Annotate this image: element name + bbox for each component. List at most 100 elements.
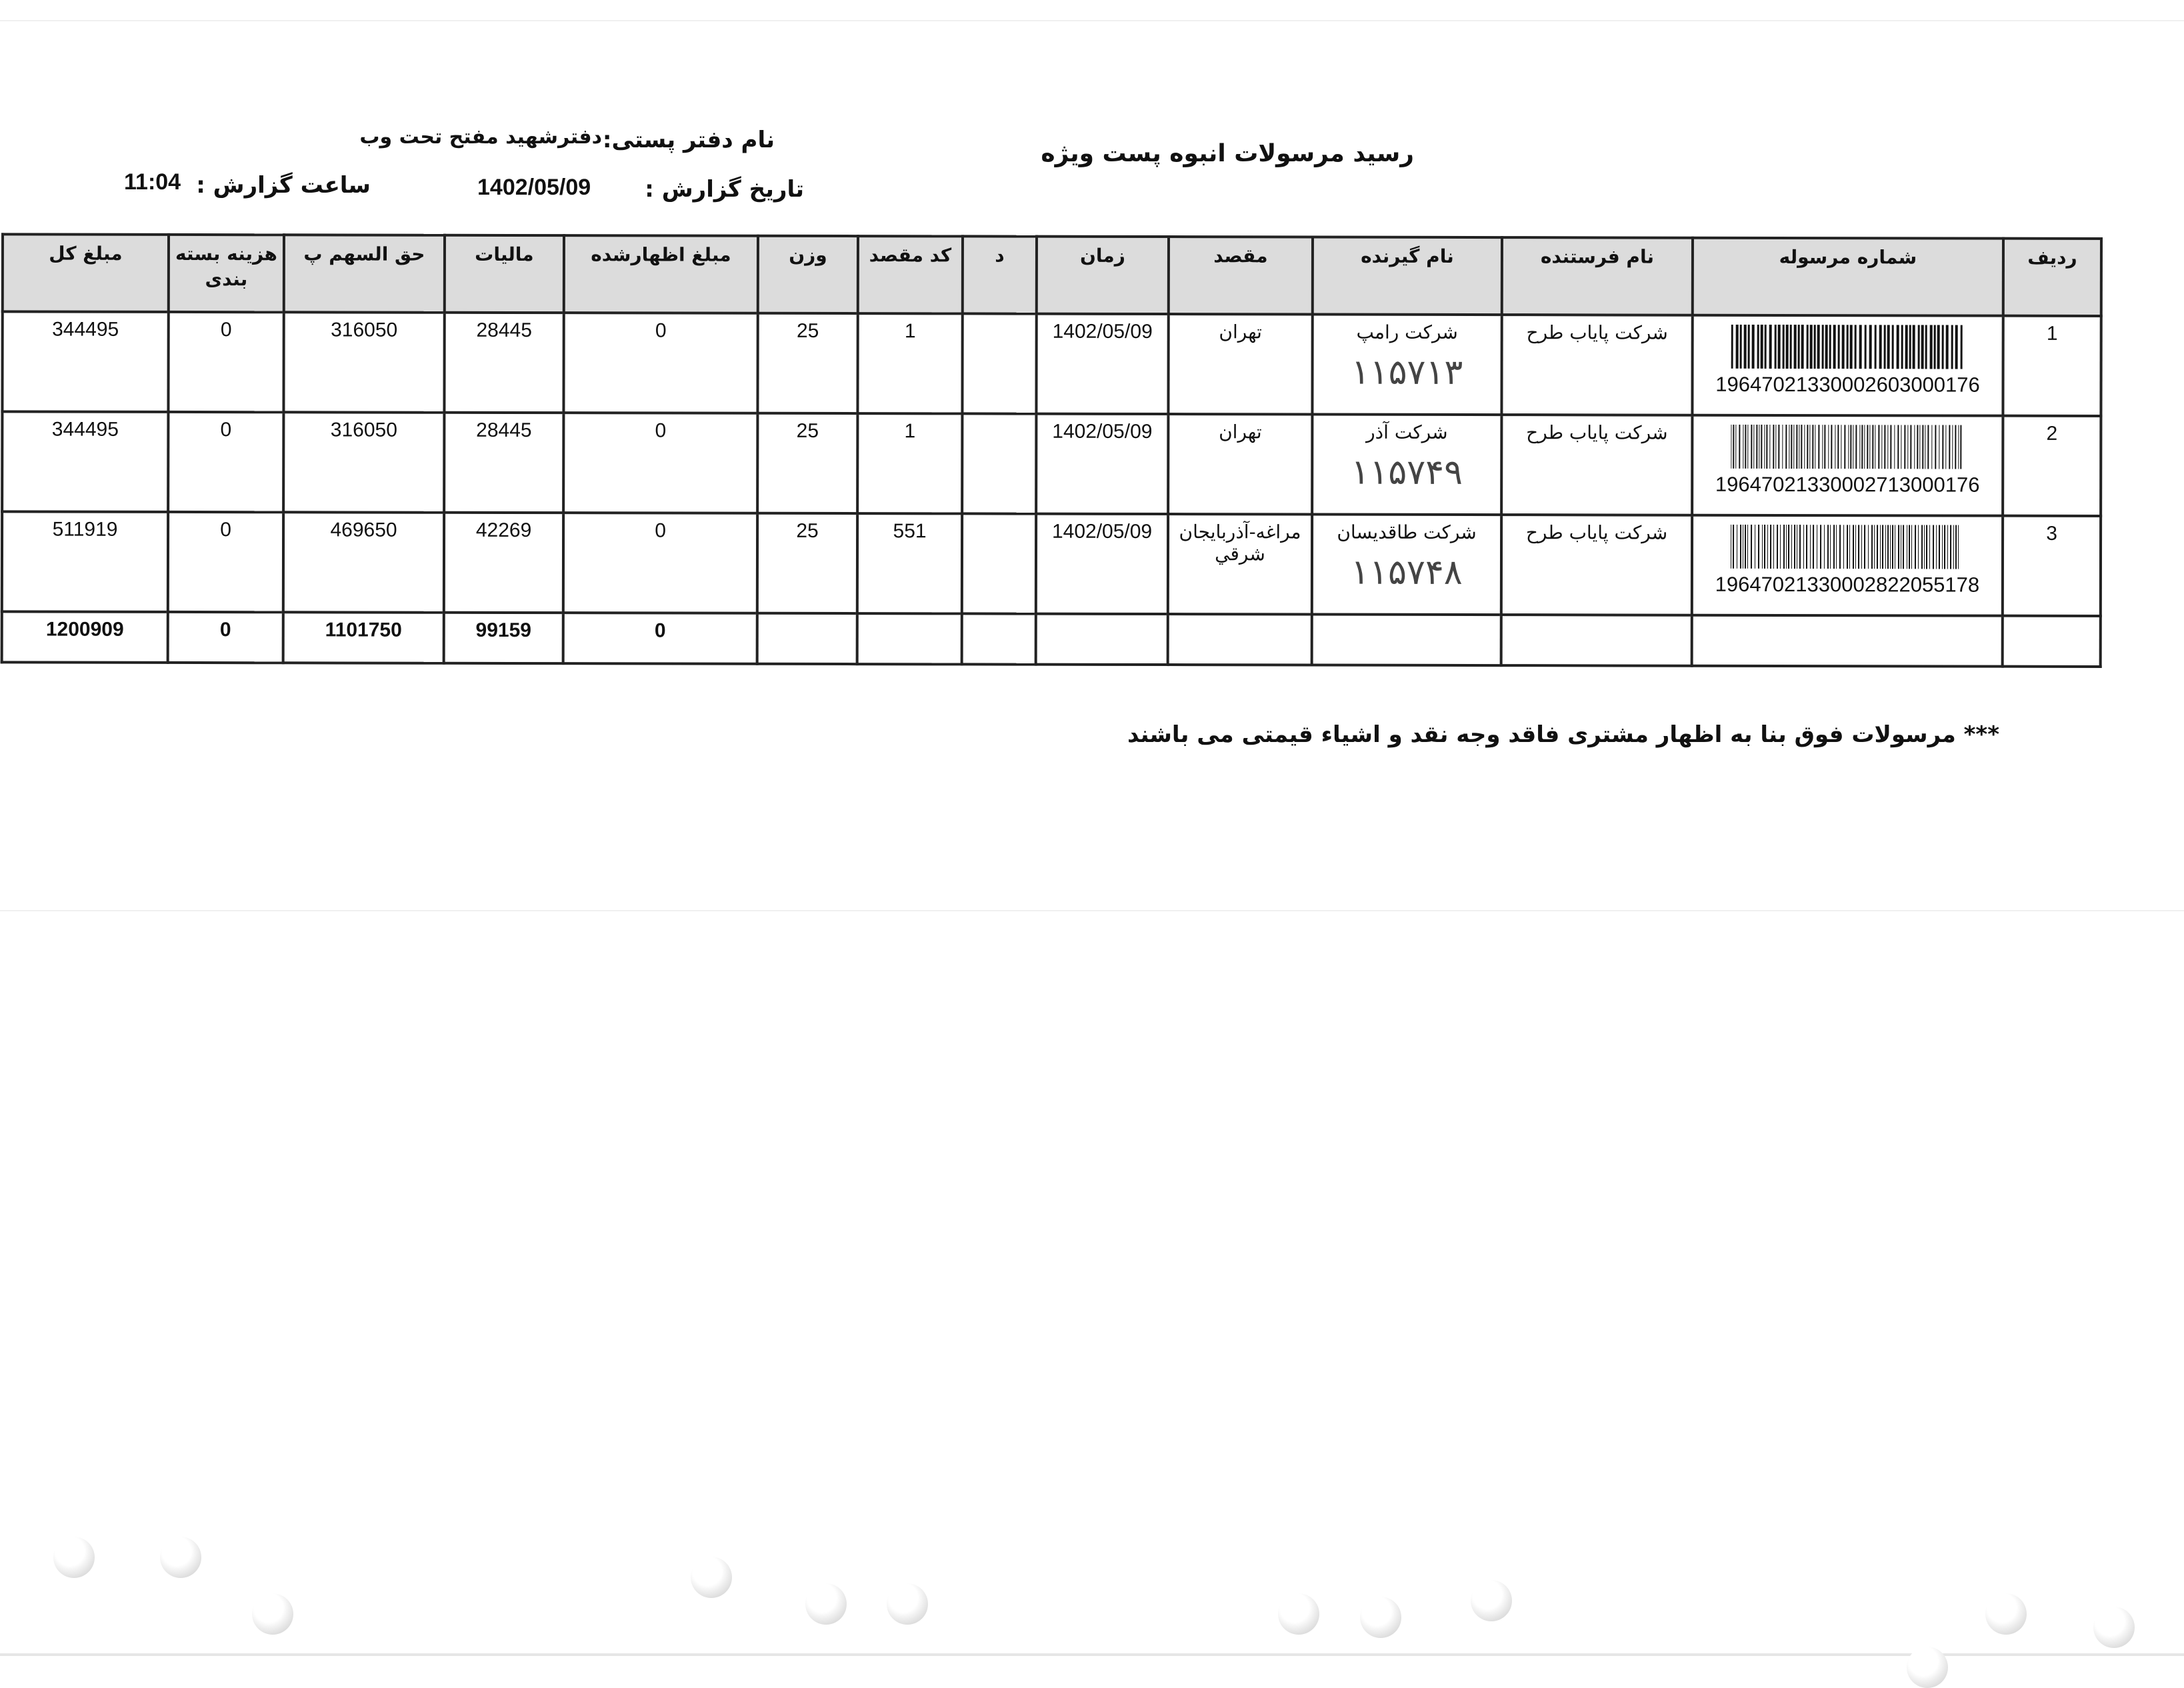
time-label: ساعت گزارش :	[196, 172, 371, 199]
cell-d	[962, 413, 1037, 514]
cell-weight: 25	[757, 413, 858, 514]
cell-sender: شرکت پایاب طرح	[1501, 315, 1693, 415]
cell-time: 1402/05/09	[1036, 313, 1169, 415]
column-header: مبلغ کل	[2, 234, 169, 312]
cell-receiver: شرکت رامپ ۱۱۵۷۱۳	[1312, 314, 1502, 415]
table-row: 2 19647021330002713000176 شرکت پایاب طرح شر…	[2, 411, 2101, 516]
barcode	[1731, 424, 1962, 469]
punch-hole	[252, 1593, 293, 1635]
cell-declared: 0	[563, 413, 758, 513]
column-header: حق السهم پ	[283, 235, 445, 313]
cell-destination: تهران	[1168, 414, 1313, 515]
column-header: مقصد	[1168, 237, 1313, 315]
handwritten-number: ۱۱۵۷۴۹	[1351, 452, 1463, 493]
cell-dest-code: 1	[857, 413, 963, 514]
footer-note: *** مرسولات فوق بنا به اظهار مشتری فاقد …	[1127, 721, 1999, 748]
table-row: 1 19647021330002603000176 شرکت پایاب طرح شر…	[2, 311, 2101, 416]
column-header: هزینه بسته بندی	[168, 234, 285, 313]
table-row: 3 19647021330002822055178 شرکت پایاب طرح شر…	[1, 511, 2101, 616]
cell-sender: شرکت پایاب طرح	[1501, 415, 1693, 515]
punch-hole	[691, 1557, 732, 1598]
shipments-table: ردیف شماره مرسوله نام فرستنده نام گیرنده مقص…	[1, 233, 2103, 668]
paper-fold	[0, 910, 2184, 911]
cell-sender: شرکت پایاب طرح	[1501, 515, 1693, 615]
cell-total: 511919	[1, 511, 169, 612]
total-share: 1101750	[283, 612, 444, 663]
cell-row: 2	[2003, 415, 2101, 516]
total-packing: 0	[167, 611, 283, 663]
column-header: نام فرستنده	[1501, 237, 1693, 315]
office-label: نام دفتر پستی:	[602, 127, 775, 153]
paper-edge	[0, 1653, 2184, 1656]
report-title: رسید مرسولات انبوه پست ویژه	[1041, 140, 1414, 167]
barcode	[1731, 324, 1963, 369]
column-header: کد مقصد	[857, 236, 963, 314]
date-label: تاریخ گزارش :	[645, 176, 804, 203]
column-header: ردیف	[2003, 238, 2101, 316]
cell-declared: 0	[563, 513, 758, 613]
cell-dest-code: 551	[857, 513, 963, 614]
tracking-number: 19647021330002603000176	[1715, 372, 1980, 397]
cell-tracking: 19647021330002822055178	[1691, 515, 2003, 616]
column-header: زمان	[1036, 236, 1169, 315]
handwritten-number: ۱۱۵۷۴۸	[1351, 552, 1463, 593]
date-value: 1402/05/09	[477, 175, 591, 200]
cell-packing: 0	[168, 411, 284, 513]
punch-hole	[1360, 1597, 1401, 1638]
cell-d	[961, 513, 1037, 614]
cell-declared: 0	[563, 313, 758, 413]
total-receiver	[1311, 614, 1501, 666]
cell-row: 3	[2002, 515, 2101, 616]
cell-d	[962, 313, 1037, 414]
total-tax: 99159	[443, 612, 563, 664]
receiver-name: شرکت طاقدیسان	[1337, 521, 1477, 544]
tracking-number: 19647021330002822055178	[1715, 572, 1980, 597]
cell-tax: 42269	[443, 512, 564, 613]
cell-share: 316050	[283, 312, 445, 413]
cell-destination: مراغه-آذربایجان شرقي	[1167, 514, 1313, 615]
column-header: د	[962, 236, 1037, 314]
total-tracking	[1691, 615, 2003, 667]
column-header: مالیات	[444, 235, 565, 313]
totals-row: 0 99159 1101750 0 1200909	[1, 611, 2101, 667]
cell-share: 316050	[283, 412, 445, 513]
tracking-number: 19647021330002713000176	[1715, 472, 1980, 497]
total-d	[961, 613, 1036, 665]
punch-hole	[1278, 1593, 1319, 1635]
column-header: نام گیرنده	[1312, 237, 1502, 315]
cell-total: 344495	[2, 311, 169, 412]
cell-receiver: شرکت طاقدیسان ۱۱۵۷۴۸	[1311, 514, 1502, 615]
punch-hole	[53, 1537, 95, 1578]
table-header-row: ردیف شماره مرسوله نام فرستنده نام گیرنده مقص…	[2, 234, 2101, 316]
punch-hole	[160, 1537, 201, 1578]
time-value: 11:04	[124, 169, 181, 195]
cell-total: 344495	[2, 411, 169, 512]
receiver-name: شرکت رامپ	[1356, 321, 1458, 343]
cell-time: 1402/05/09	[1035, 513, 1169, 615]
cell-tracking: 19647021330002603000176	[1692, 315, 2003, 416]
total-time	[1035, 613, 1168, 665]
cell-packing: 0	[167, 511, 284, 613]
barcode	[1730, 524, 1959, 569]
punch-hole	[887, 1583, 928, 1625]
column-header: مبلغ اظهارشده	[563, 235, 759, 313]
total-declared: 0	[563, 613, 757, 664]
total-total: 1200909	[1, 611, 168, 663]
cell-dest-code: 1	[857, 313, 963, 414]
total-destination	[1167, 614, 1312, 665]
cell-time: 1402/05/09	[1036, 413, 1169, 515]
cell-weight: 25	[757, 313, 858, 414]
total-row	[2002, 615, 2101, 667]
cell-tracking: 19647021330002713000176	[1692, 415, 2003, 516]
cell-packing: 0	[168, 311, 284, 413]
punch-hole	[1471, 1580, 1512, 1621]
punch-hole	[1985, 1593, 2027, 1635]
column-header: شماره مرسوله	[1692, 237, 2003, 316]
cell-share: 469650	[283, 512, 445, 613]
total-sender	[1501, 615, 1692, 666]
cell-weight: 25	[757, 513, 858, 614]
cell-receiver: شرکت آذر ۱۱۵۷۴۹	[1312, 414, 1502, 515]
office-value: دفترشهید مفتح تحت وب	[359, 125, 602, 149]
cell-tax: 28445	[444, 312, 564, 413]
cell-destination: تهران	[1168, 314, 1313, 415]
